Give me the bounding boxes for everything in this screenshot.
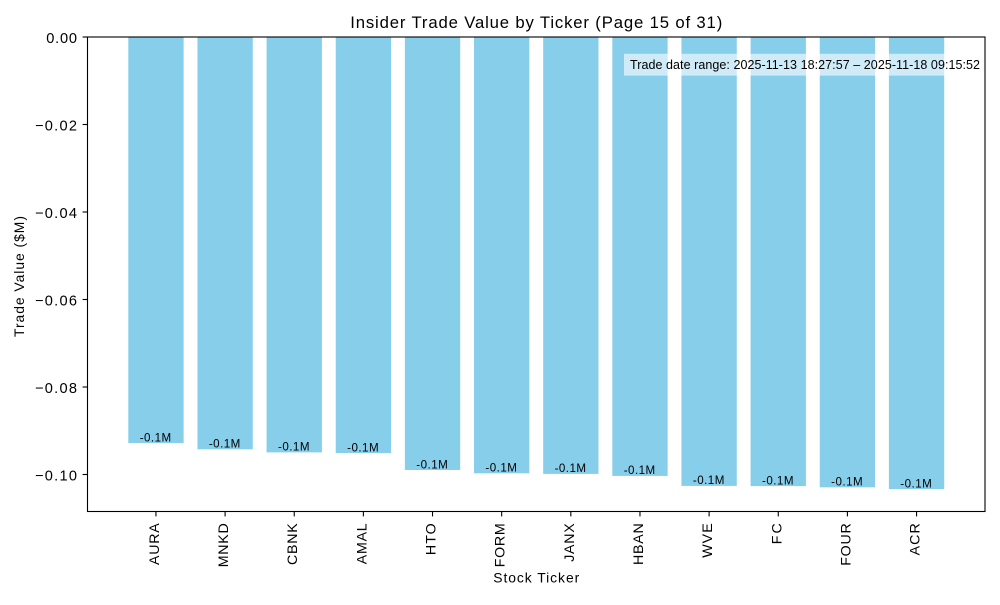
svg-text:−0.08: −0.08 xyxy=(35,381,77,397)
svg-text:-0.1M: -0.1M xyxy=(762,474,794,487)
svg-text:-0.1M: -0.1M xyxy=(555,462,587,475)
svg-text:JANX: JANX xyxy=(562,523,578,562)
svg-text:FC: FC xyxy=(769,523,785,544)
svg-text:HBAN: HBAN xyxy=(631,523,647,565)
svg-text:Stock Ticker: Stock Ticker xyxy=(493,569,579,585)
svg-text:−0.04: −0.04 xyxy=(35,206,77,222)
svg-text:-0.1M: -0.1M xyxy=(416,458,448,471)
svg-text:HTO: HTO xyxy=(424,523,440,555)
svg-text:-0.1M: -0.1M xyxy=(347,441,379,454)
svg-text:Insider Trade Value by Ticker: Insider Trade Value by Ticker (Page 15 o… xyxy=(350,13,722,32)
svg-text:−0.06: −0.06 xyxy=(35,294,77,310)
svg-text:−0.02: −0.02 xyxy=(35,119,77,135)
svg-text:-0.1M: -0.1M xyxy=(831,476,863,489)
svg-text:AMAL: AMAL xyxy=(354,523,370,564)
svg-text:WVE: WVE xyxy=(700,523,716,558)
svg-text:-0.1M: -0.1M xyxy=(209,438,241,451)
svg-text:-0.1M: -0.1M xyxy=(693,474,725,487)
svg-text:AURA: AURA xyxy=(147,523,163,565)
svg-text:Trade date range: 2025-11-13 1: Trade date range: 2025-11-13 18:27:57 – … xyxy=(630,58,980,72)
svg-text:CBNK: CBNK xyxy=(285,523,301,565)
svg-text:-0.1M: -0.1M xyxy=(624,464,656,477)
svg-text:ACR: ACR xyxy=(908,523,924,555)
svg-text:-0.1M: -0.1M xyxy=(278,441,310,454)
svg-text:−0.10: −0.10 xyxy=(35,469,77,485)
svg-text:Trade Value ($M): Trade Value ($M) xyxy=(11,216,27,337)
svg-text:FOUR: FOUR xyxy=(838,523,854,566)
svg-text:-0.1M: -0.1M xyxy=(485,462,517,475)
svg-text:FORM: FORM xyxy=(493,523,509,567)
svg-text:0.00: 0.00 xyxy=(46,31,77,47)
svg-text:MNKD: MNKD xyxy=(216,523,232,567)
svg-text:-0.1M: -0.1M xyxy=(900,477,932,490)
svg-text:-0.1M: -0.1M xyxy=(140,431,172,444)
